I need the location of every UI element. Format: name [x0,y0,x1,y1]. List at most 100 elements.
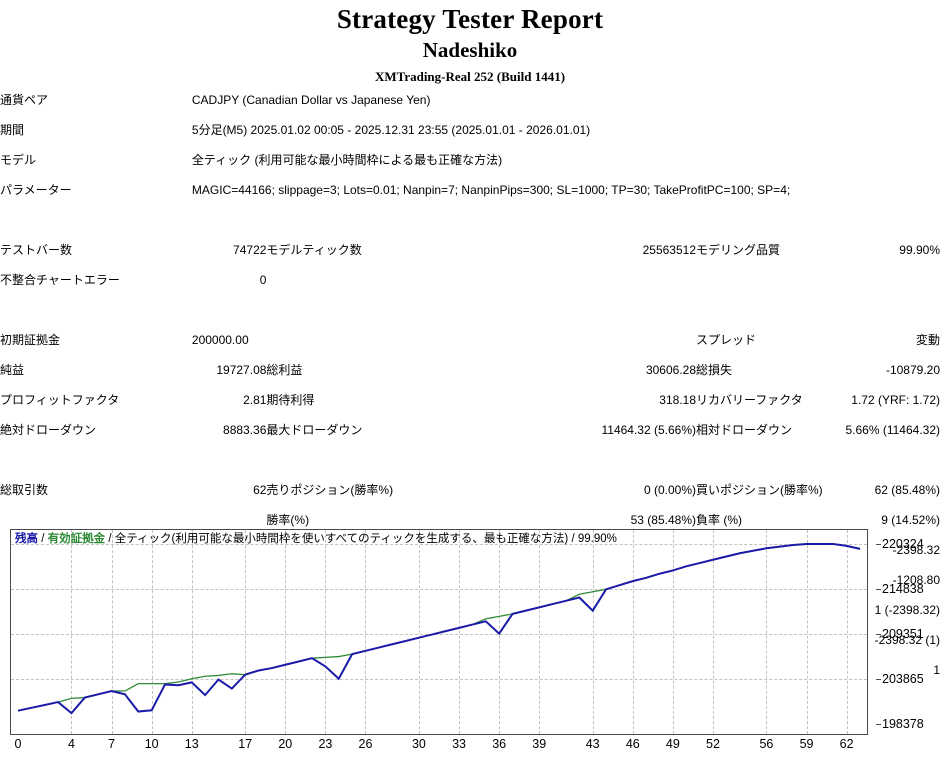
y-axis-tick-label: 220324 [882,537,924,551]
y-axis-tick-label: 214838 [882,581,924,596]
table-row-total-trades: 総取引数 62 売りポジション(勝率%) 0 (0.00%) 買いポジション(勝… [0,475,940,505]
y-axis-tick-label: 198378 [882,717,924,731]
gridline-vertical [712,530,714,734]
chart-series-svg [17,543,861,715]
short-positions-label: 売りポジション(勝率%) [266,483,394,498]
y-axis-tick-mark [876,588,881,590]
maximal-dd-value: 11464.32 (5.66%) [601,423,696,438]
x-axis-tick-label: 43 [585,737,600,751]
quality-label: モデリング品質 [696,243,781,258]
profit-trades-value: 53 (85.48%) [630,513,696,528]
chart-x-axis: 0 4 7 10 13 17 20 23 26 30 33 36 39 43 46 49 52 56 59 62 [10,736,868,756]
gridline-vertical [191,530,193,734]
table-row-period: 期間 5分足(M5) 2025.01.02 00:05 - 2025.12.31… [0,115,940,145]
equity-line [17,543,861,712]
x-axis-tick-label: 30 [411,737,426,751]
long-positions-label: 買いポジション(勝率%) [696,483,823,498]
table-row-symbol: 通貨ペア CADJPY (Canadian Dollar vs Japanese… [0,85,940,115]
gridline-vertical [766,530,768,734]
gridline-horizontal [11,678,867,680]
y-axis-tick-mark [876,544,881,545]
chart-gridlines [11,530,867,734]
legend-quality: 99.90% [577,533,617,545]
x-axis-tick-label: 49 [665,737,680,751]
info-table: 通貨ペア CADJPY (Canadian Dollar vs Japanese… [0,85,940,685]
report-header: Strategy Tester Report Nadeshiko XMTradi… [0,0,940,85]
x-axis-tick-label: 4 [67,737,75,751]
net-profit-label: 純益 [0,363,25,378]
gridline-vertical [592,530,594,734]
table-row-net-profit: 純益 19727.08 総利益 30606.28 総損失 -10879.20 [0,355,940,385]
gross-profit-label: 総利益 [266,363,303,378]
gridline-vertical [806,530,808,734]
period-value: 5分足(M5) 2025.01.02 00:05 - 2025.12.31 23… [191,123,591,138]
spacer-row [0,445,940,475]
y-axis-tick-mark [876,634,881,635]
table-row-parameters: パラメーター MAGIC=44166; slippage=3; Lots=0.0… [0,175,940,205]
gross-loss-label: 総損失 [696,363,733,378]
legend-separator-2: / [108,533,112,545]
spacer-row [0,205,940,235]
period-label: 期間 [0,123,25,138]
table-row-profit-trades: 勝率(%) 53 (85.48%) 負率 (%) 9 (14.52%) [0,505,940,535]
legend-separator-1: / [41,533,45,545]
gridline-vertical [151,530,153,734]
table-row-initial-deposit: 初期証拠金 200000.00 スプレッド 変動 [0,325,940,355]
symbol-label: 通貨ペア [0,93,49,108]
short-positions-value: 0 (0.00%) [643,483,696,498]
average-loss-value: -1208.80 [892,573,940,588]
x-axis-tick-label: 0 [14,737,22,751]
table-row-absolute-dd: 絶対ドローダウン 8883.36 最大ドローダウン 11464.32 (5.66… [0,415,940,445]
y-axis-tick-mark [876,678,881,680]
gridline-vertical [459,530,461,734]
absolute-dd-value: 8883.36 [223,423,267,438]
table-row-model: モデル 全ティック (利用可能な最小時間枠による最も正確な方法) [0,145,940,175]
largest-loss-value: -2398.32 [892,543,940,558]
gridline-vertical [418,530,420,734]
recovery-factor-value: 1.72 (YRF: 1.72) [851,393,940,408]
x-axis-tick-label: 39 [532,737,547,751]
profit-factor-label: プロフィットファクタ [0,393,120,408]
equity-chart: 残高 / 有効証拠金 / 全ティック(利用可能な最小時間枠を使いすべてのティック… [10,529,930,753]
total-trades-value: 62 [253,483,267,498]
spread-label: スプレッド [696,333,757,348]
balance-line [17,543,861,715]
x-axis-tick-label: 23 [318,737,333,751]
legend-equity-label: 有効証拠金 [47,533,106,545]
legend-balance-label: 残高 [15,533,38,545]
parameters-value: MAGIC=44166; slippage=3; Lots=0.01; Nanp… [191,183,791,198]
profit-trades-label: 勝率(%) [266,513,310,528]
gridline-vertical [632,530,634,734]
profit-factor-value: 2.81 [243,393,267,408]
max-consec-loss-value: -2398.32 (1) [874,633,940,648]
mismatch-value: 0 [259,273,267,288]
total-trades-label: 総取引数 [0,483,49,498]
legend-separator-3: / [571,533,575,545]
gridline-horizontal [11,634,867,635]
relative-dd-value: 5.66% (11464.32) [845,423,940,438]
bars-value: 74722 [233,243,267,258]
gross-loss-value: -10879.20 [885,363,940,378]
x-axis-tick-label: 33 [452,737,466,751]
gridline-vertical [846,530,848,734]
x-axis-tick-label: 26 [358,737,373,751]
x-axis-tick-label: 10 [144,737,159,751]
table-row-bars: テストバー数 74722 モデルティック数 25563512 モデリング品質 9… [0,235,940,265]
expected-payoff-value: 318.18 [659,393,696,408]
gridline-vertical [71,530,73,734]
model-label: モデル [0,153,37,168]
ticks-label: モデルティック数 [266,243,362,258]
gridline-vertical [245,530,247,734]
initial-deposit-value: 200000.00 [191,333,249,348]
y-axis-tick-label: 209351 [882,627,924,641]
quality-value: 99.90% [899,243,940,258]
page-title: Strategy Tester Report [336,4,604,34]
gridline-horizontal [11,544,867,545]
net-profit-value: 19727.08 [216,363,267,378]
ticks-value: 25563512 [642,243,696,258]
y-axis-tick-label: 203865 [882,671,924,686]
relative-dd-label: 相対ドローダウン [696,423,793,438]
x-axis-tick-label: 52 [706,737,720,751]
expected-payoff-label: 期待利得 [266,393,315,408]
avg-consec-losses-value: 1 [933,663,940,678]
